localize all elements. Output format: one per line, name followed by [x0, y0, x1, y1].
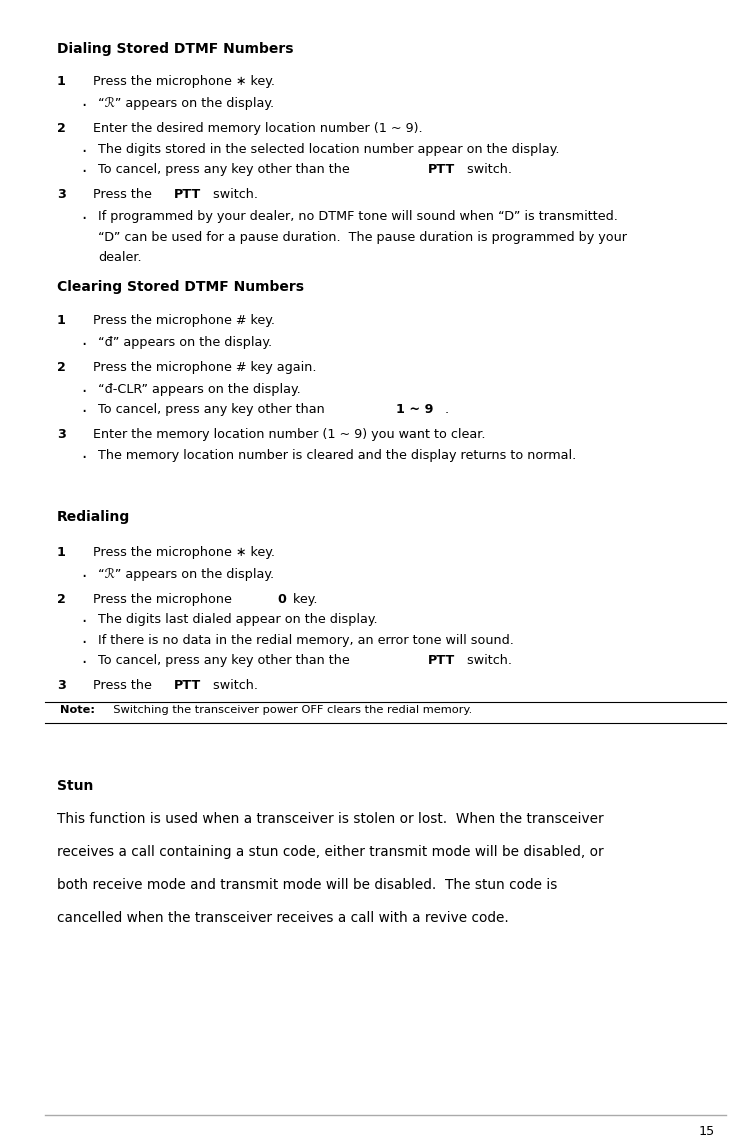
Text: If there is no data in the redial memory, an error tone will sound.: If there is no data in the redial memory…: [98, 634, 514, 646]
Text: 0: 0: [277, 593, 287, 605]
Text: “đ” appears on the display.: “đ” appears on the display.: [98, 336, 272, 348]
Text: If programmed by your dealer, no DTMF tone will sound when “D” is transmitted.: If programmed by your dealer, no DTMF to…: [98, 210, 618, 223]
Text: Press the microphone # key.: Press the microphone # key.: [93, 314, 275, 327]
Text: ·: ·: [82, 613, 87, 632]
Text: ·: ·: [82, 654, 87, 673]
Text: PTT: PTT: [174, 188, 201, 201]
Text: The digits last dialed appear on the display.: The digits last dialed appear on the dis…: [98, 613, 378, 626]
Text: 2: 2: [57, 361, 66, 373]
Text: key.: key.: [289, 593, 318, 605]
Text: Dialing Stored DTMF Numbers: Dialing Stored DTMF Numbers: [57, 42, 293, 56]
Text: 2: 2: [57, 593, 66, 605]
Text: To cancel, press any key other than the: To cancel, press any key other than the: [98, 654, 354, 667]
Text: Enter the memory location number (1 ~ 9) you want to clear.: Enter the memory location number (1 ~ 9)…: [93, 428, 485, 441]
Text: 1: 1: [57, 546, 66, 558]
Text: “đ-CLR” appears on the display.: “đ-CLR” appears on the display.: [98, 383, 301, 395]
Text: switch.: switch.: [463, 654, 513, 667]
Text: ·: ·: [82, 163, 87, 182]
Text: ·: ·: [82, 634, 87, 652]
Text: 3: 3: [57, 188, 66, 201]
Text: 3: 3: [57, 428, 66, 441]
Text: Press the: Press the: [93, 679, 156, 692]
Text: Press the microphone ∗ key.: Press the microphone ∗ key.: [93, 75, 275, 88]
Text: Redialing: Redialing: [57, 510, 130, 524]
Text: ·: ·: [82, 336, 87, 354]
Text: The memory location number is cleared and the display returns to normal.: The memory location number is cleared an…: [98, 449, 577, 461]
Text: Enter the desired memory location number (1 ~ 9).: Enter the desired memory location number…: [93, 122, 423, 135]
Text: ·: ·: [82, 568, 87, 586]
Text: ·: ·: [82, 383, 87, 401]
Text: Switching the transceiver power OFF clears the redial memory.: Switching the transceiver power OFF clea…: [106, 706, 472, 715]
Text: ·: ·: [82, 143, 87, 161]
Text: 1: 1: [57, 75, 66, 88]
Text: switch.: switch.: [463, 163, 513, 176]
Text: “ℛ” appears on the display.: “ℛ” appears on the display.: [98, 568, 274, 581]
Text: 15: 15: [699, 1125, 714, 1137]
Text: PTT: PTT: [429, 163, 456, 176]
Text: PTT: PTT: [174, 679, 201, 692]
Text: both receive mode and transmit mode will be disabled.  The stun code is: both receive mode and transmit mode will…: [57, 878, 557, 892]
Text: To cancel, press any key other than: To cancel, press any key other than: [98, 403, 329, 416]
Text: Clearing Stored DTMF Numbers: Clearing Stored DTMF Numbers: [57, 280, 304, 293]
Text: receives a call containing a stun code, either transmit mode will be disabled, o: receives a call containing a stun code, …: [57, 845, 603, 859]
Text: ·: ·: [82, 210, 87, 228]
Text: “D” can be used for a pause duration.  The pause duration is programmed by your: “D” can be used for a pause duration. Th…: [98, 231, 627, 243]
Text: cancelled when the transceiver receives a call with a revive code.: cancelled when the transceiver receives …: [57, 911, 509, 925]
Text: PTT: PTT: [429, 654, 456, 667]
Text: Stun: Stun: [57, 779, 93, 793]
Text: Press the microphone: Press the microphone: [93, 593, 236, 605]
Text: 1 ~ 9: 1 ~ 9: [396, 403, 433, 416]
Text: Note:: Note:: [60, 706, 95, 715]
Text: Press the: Press the: [93, 188, 156, 201]
Text: This function is used when a transceiver is stolen or lost.  When the transceive: This function is used when a transceiver…: [57, 812, 603, 826]
Text: dealer.: dealer.: [98, 251, 142, 264]
Text: To cancel, press any key other than the: To cancel, press any key other than the: [98, 163, 354, 176]
Text: Press the microphone ∗ key.: Press the microphone ∗ key.: [93, 546, 275, 558]
Text: ·: ·: [82, 449, 87, 467]
Text: “ℛ” appears on the display.: “ℛ” appears on the display.: [98, 97, 274, 111]
Text: 2: 2: [57, 122, 66, 135]
Text: 1: 1: [57, 314, 66, 327]
Text: ·: ·: [82, 403, 87, 421]
Text: ·: ·: [82, 97, 87, 115]
Text: .: .: [445, 403, 448, 416]
Text: switch.: switch.: [209, 188, 259, 201]
Text: Press the microphone # key again.: Press the microphone # key again.: [93, 361, 317, 373]
Text: 3: 3: [57, 679, 66, 692]
Text: switch.: switch.: [209, 679, 259, 692]
Text: The digits stored in the selected location number appear on the display.: The digits stored in the selected locati…: [98, 143, 559, 155]
